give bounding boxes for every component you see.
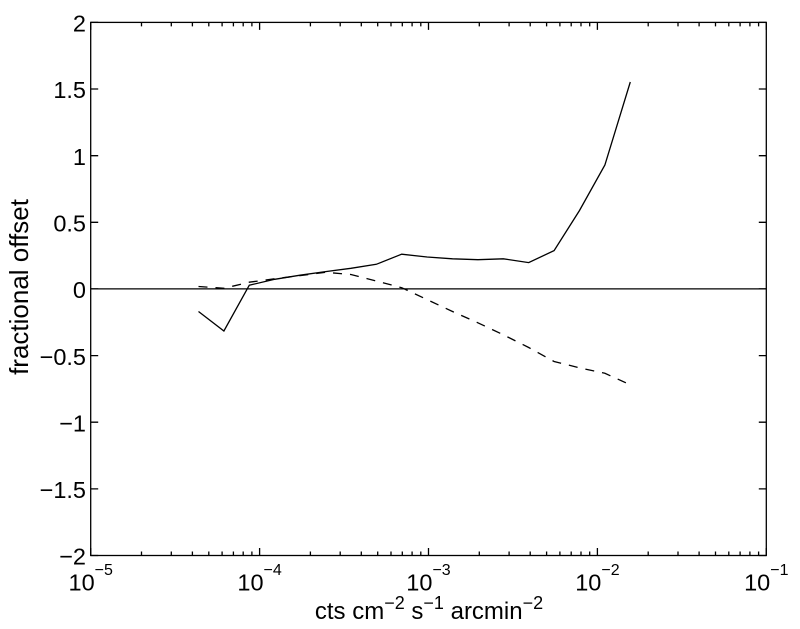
svg-text:−0.5: −0.5	[40, 344, 86, 370]
svg-text:1: 1	[73, 144, 86, 170]
svg-text:0: 0	[73, 277, 86, 303]
svg-text:2: 2	[73, 11, 86, 37]
svg-text:−2: −2	[59, 544, 86, 570]
svg-text:0.5: 0.5	[53, 211, 86, 237]
svg-text:−1: −1	[59, 410, 86, 436]
svg-text:fractional offset: fractional offset	[4, 198, 34, 375]
svg-text:1.5: 1.5	[53, 77, 86, 103]
svg-text:−1.5: −1.5	[40, 477, 86, 503]
